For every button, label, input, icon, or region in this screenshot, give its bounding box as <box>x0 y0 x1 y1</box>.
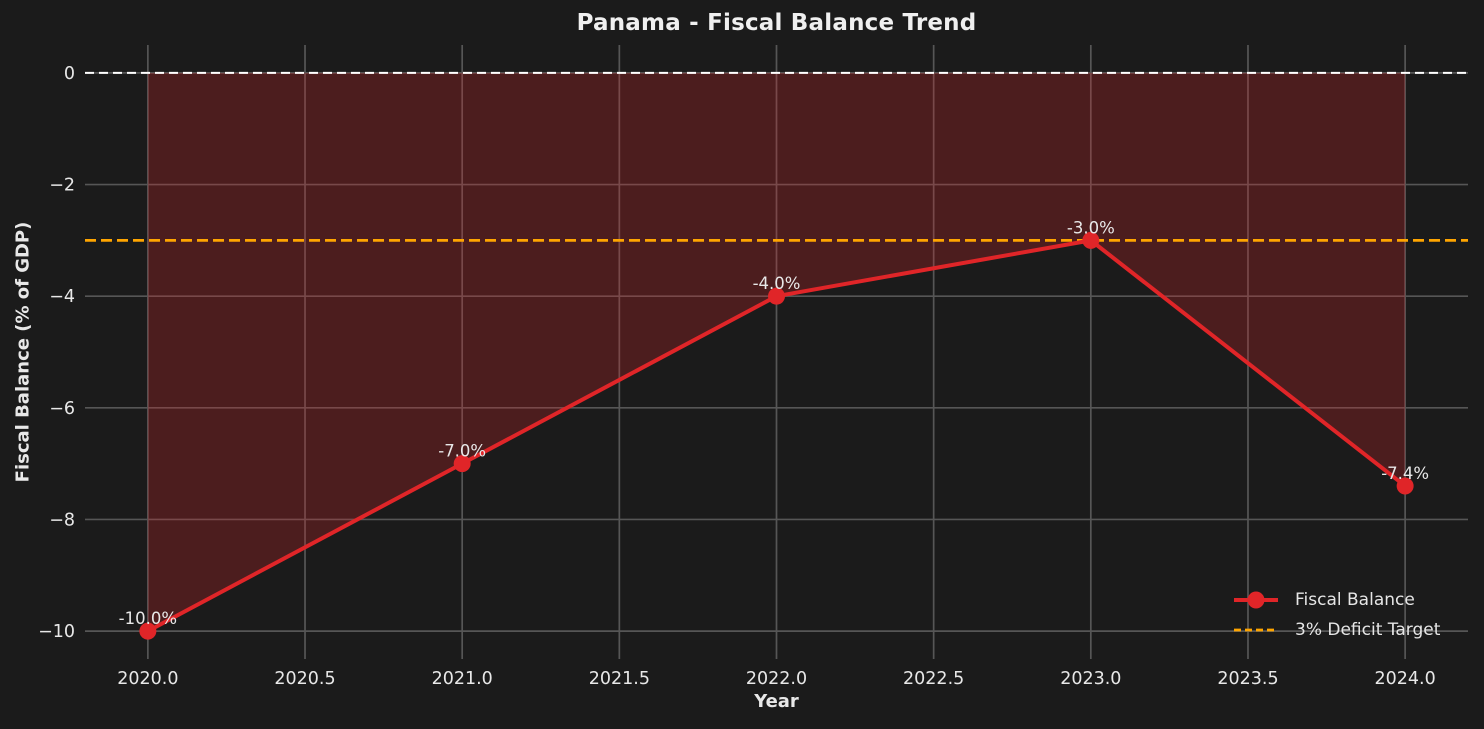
data-point-label: -4.0% <box>753 274 801 293</box>
legend-item-deficit-target: 3% Deficit Target <box>1232 615 1440 645</box>
data-point-label: -10.0% <box>119 609 177 628</box>
legend-dashed-line-icon <box>1234 628 1278 632</box>
legend-line-marker-icon <box>1234 591 1278 609</box>
data-point-marker <box>768 287 785 305</box>
x-tick-label: 2022.5 <box>903 669 964 689</box>
data-point-label: -7.0% <box>438 442 486 461</box>
y-axis-label: Fiscal Balance (% of GDP) <box>12 221 34 483</box>
data-point-marker <box>1396 477 1414 495</box>
deficit-area-fill <box>147 72 1406 632</box>
legend-label-deficit-target: 3% Deficit Target <box>1295 620 1441 640</box>
y-tick-label: −6 <box>49 399 75 419</box>
chart-title: Panama - Fiscal Balance Trend <box>576 10 977 36</box>
y-tick-label: −2 <box>49 176 75 196</box>
x-tick-label: 2022.0 <box>746 669 807 689</box>
y-tick-label: −8 <box>49 510 75 530</box>
data-point-label: -7.4% <box>1381 464 1429 483</box>
y-tick-label: −4 <box>49 287 75 307</box>
y-tick-label: 0 <box>64 64 75 84</box>
legend-item-fiscal-balance: Fiscal Balance <box>1232 585 1440 615</box>
data-point-marker <box>1082 231 1100 249</box>
x-tick-label: 2024.0 <box>1375 669 1436 689</box>
data-point-marker <box>139 622 157 640</box>
x-tick-label: 2020.0 <box>117 669 178 689</box>
y-tick-label: −10 <box>38 622 75 642</box>
legend: Fiscal Balance 3% Deficit Target <box>1232 585 1440 645</box>
x-tick-label: 2021.0 <box>432 669 493 689</box>
legend-label-fiscal-balance: Fiscal Balance <box>1295 590 1415 610</box>
data-point-label: -3.0% <box>1067 218 1115 237</box>
data-point-marker <box>453 455 471 473</box>
x-tick-label: 2021.5 <box>589 669 650 689</box>
x-tick-label: 2020.5 <box>274 669 335 689</box>
x-axis-label: Year <box>754 691 799 712</box>
x-tick-label: 2023.5 <box>1217 669 1278 689</box>
x-tick-label: 2023.0 <box>1060 669 1121 689</box>
